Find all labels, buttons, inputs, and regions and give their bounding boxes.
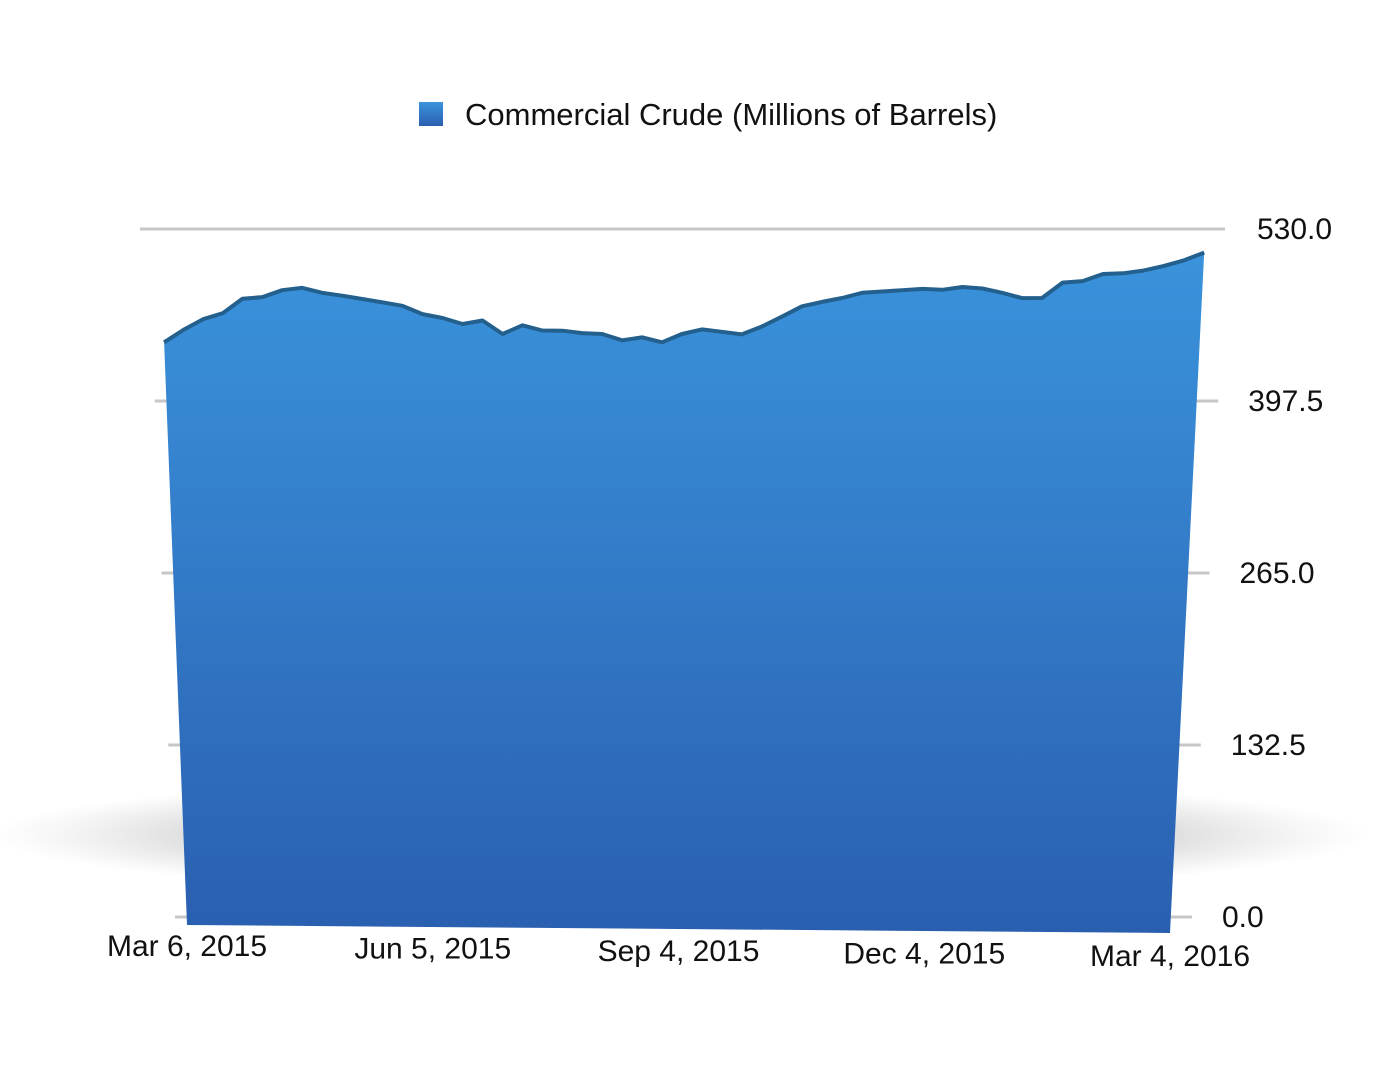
x-tick-label: Jun 5, 2015 [354,933,511,966]
x-tick-label: Mar 6, 2015 [107,930,267,963]
x-tick-label: Mar 4, 2016 [1090,940,1250,973]
x-tick-label: Sep 4, 2015 [598,935,760,968]
x-axis-tick-labels: Mar 6, 2015 Jun 5, 2015 Sep 4, 2015 Dec 4, … [107,930,1250,973]
y-tick-label: 0.0 [1222,901,1264,934]
y-tick-label: 132.5 [1231,729,1306,762]
legend-swatch-commercial-crude [419,102,443,126]
legend: Commercial Crude (Millions of Barrels) [419,97,997,132]
y-tick-label: 397.5 [1248,385,1323,418]
x-tick-label: Dec 4, 2015 [843,938,1005,971]
area-fill-commercial-crude [164,252,1205,934]
y-tick-label: 265.0 [1240,557,1315,590]
y-axis-tick-labels: 0.0 132.5 265.0 397.5 530.0 [1222,213,1332,934]
area-series [163,250,1205,934]
legend-label-commercial-crude: Commercial Crude (Millions of Barrels) [465,97,997,132]
y-tick-label: 530.0 [1257,213,1332,246]
area-top-edge [163,250,1205,345]
